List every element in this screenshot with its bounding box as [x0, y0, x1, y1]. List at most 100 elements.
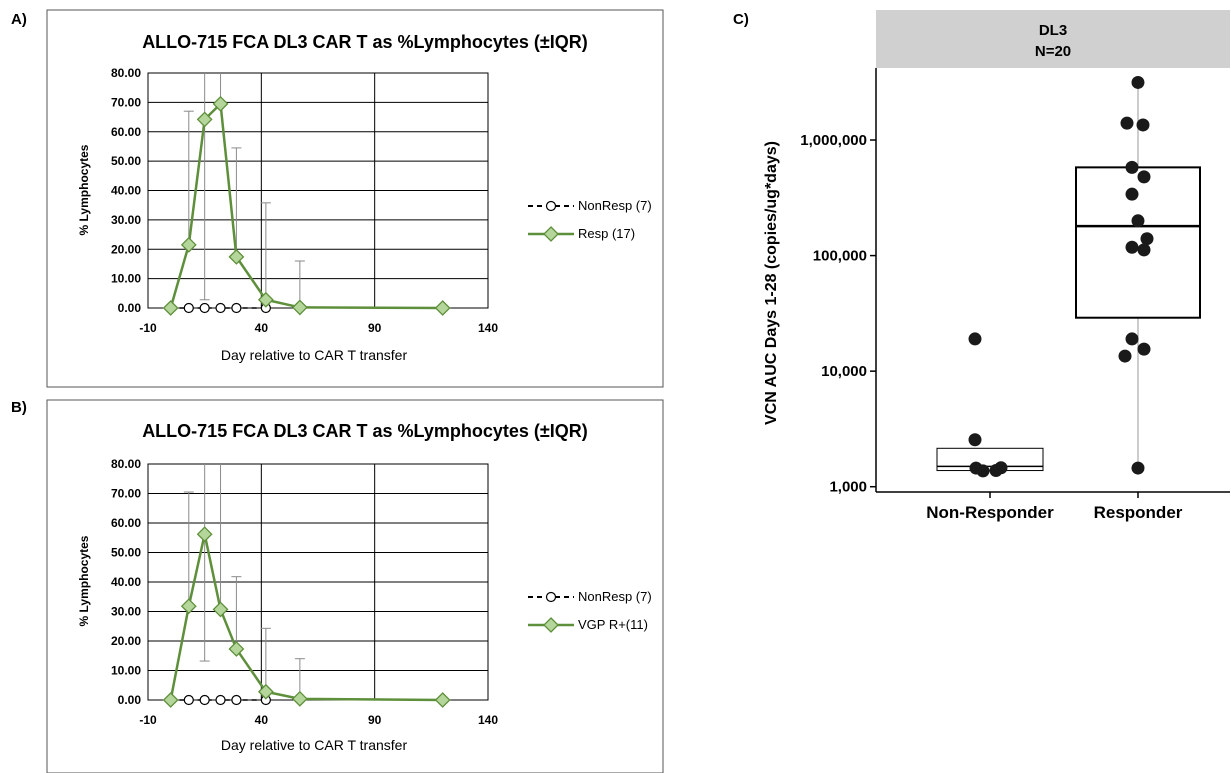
panel-b-ytick-label: 0.00: [118, 693, 142, 707]
panel-c-point: [976, 464, 990, 478]
panel-b-resp-point: [434, 692, 451, 708]
panel-c-point: [1137, 243, 1151, 257]
panel-c-point: [1136, 118, 1150, 132]
panel-c-category-label: Non-Responder: [926, 503, 1054, 522]
panel-a-plot: 0.00 10.00 20.00 30.00 40.00 50.00 60.00 70.00 8…: [111, 66, 498, 335]
panel-c-box: [936, 447, 1044, 472]
panel-b-frame: [46, 399, 664, 773]
panel-c-category-label: Responder: [1094, 503, 1183, 522]
panel-c-point: [1125, 187, 1139, 201]
panel-a-xlabel: Day relative to CAR T transfer: [221, 347, 408, 363]
panel-a-legend: NonResp (7) Resp (17): [528, 198, 652, 242]
panel-a-ytick-label: 50.00: [111, 154, 141, 168]
panel-a-ytick-label: 60.00: [111, 125, 141, 139]
panel-b-title: ALLO-715 FCA DL3 CAR T as %Lymphocytes (…: [142, 421, 588, 441]
panel-c-point: [968, 433, 982, 447]
panel-b-xtick-label: -10: [139, 713, 157, 727]
panel-b-xlabel: Day relative to CAR T transfer: [221, 737, 408, 753]
panel-a-resp-point: [291, 299, 308, 316]
panel-c-point: [994, 461, 1008, 475]
panel-a-nonresp-point: [231, 302, 242, 314]
panel-c-letter: C): [733, 11, 749, 28]
panel-c-point: [1118, 349, 1132, 363]
panel-a-letter: A): [11, 11, 27, 28]
panel-c-point: [1120, 116, 1134, 130]
panel-b-plot: 0.00 10.00 20.00 30.00 40.00 50.00 60.00 70.00 8…: [111, 457, 498, 727]
panel-b-nonresp-point: [183, 694, 194, 706]
panel-b-ytick-label: 70.00: [111, 487, 141, 501]
panel-c-point: [1137, 342, 1151, 356]
panel-b-legend-resp-marker: [543, 617, 559, 633]
panel-b-resp-point: [162, 692, 179, 708]
panel-b-resp-point: [291, 690, 308, 707]
panel-b-resp-point: [180, 598, 197, 615]
panel-b-legend-label: VGP R+(11): [578, 617, 648, 632]
panel-a-xtick-label: 140: [478, 321, 498, 335]
panel-b-legend-nonresp-marker: [545, 591, 557, 603]
panel-c-point: [1140, 232, 1154, 246]
panel-b-ytick-label: 60.00: [111, 516, 141, 530]
panel-c-strip-line-2: N=20: [1035, 43, 1071, 60]
panel-b-ytick-label: 80.00: [111, 457, 141, 471]
panel-a-resp-point: [180, 236, 197, 253]
panel-a-ytick-label: 70.00: [111, 95, 141, 109]
panel-b-xtick-label: 90: [368, 713, 382, 727]
panel-b-ytick-label: 20.00: [111, 634, 141, 648]
panel-a-ylabel: % Lymphocytes: [77, 144, 91, 235]
panel-a-xtick-label: -10: [139, 321, 157, 335]
panel-a-nonresp-point: [199, 302, 210, 314]
panel-a-resp-point: [228, 248, 245, 265]
panel-c-ytick-label: 10,000: [821, 363, 867, 380]
panel-a-resp-point: [434, 300, 451, 316]
panel-a-xtick-label: 90: [368, 321, 382, 335]
panel-a-ytick-label: 20.00: [111, 242, 141, 256]
panel-a-legend-nonresp-marker: [545, 200, 557, 212]
panel-c-point: [968, 332, 982, 346]
panel-a-ytick-label: 10.00: [111, 272, 141, 286]
panel-b-ytick-label: 50.00: [111, 546, 141, 560]
panel-a-resp-point: [162, 300, 179, 316]
panel-c-ytick-label: 1,000: [829, 479, 867, 496]
panel-b-letter: B): [11, 399, 27, 416]
panel-c-ytick-label: 100,000: [813, 248, 867, 265]
panel-c-strip: [876, 10, 1230, 68]
panel-a: A) ALLO-715 FCA DL3 CAR T as %Lymphocyte…: [11, 9, 664, 388]
panel-b-legend: NonResp (7) VGP R+(11): [528, 589, 652, 633]
panel-b-resp-point: [212, 601, 229, 618]
panel-b-xtick-label: 40: [255, 713, 269, 727]
panel-c-point: [1125, 160, 1139, 174]
panel-b-resp-point: [228, 641, 245, 657]
panel-b-ytick-label: 30.00: [111, 605, 141, 619]
panel-a-legend-resp-marker: [543, 226, 559, 242]
panel-a-ytick-label: 80.00: [111, 66, 141, 80]
panel-c-ylabel: VCN AUC Days 1-28 (copies/ug*days): [763, 141, 780, 425]
panel-a-resp-point: [196, 111, 213, 128]
panel-c-strip-line-1: DL3: [1039, 22, 1067, 39]
panel-b: B) ALLO-715 FCA DL3 CAR T as %Lymphocyte…: [11, 399, 664, 773]
panel-b-ytick-label: 10.00: [111, 664, 141, 678]
panel-c-point: [1131, 461, 1145, 475]
panel-b-xtick-label: 140: [478, 713, 498, 727]
panel-c-box: [1075, 166, 1201, 319]
panel-a-nonresp-point: [183, 302, 194, 314]
panel-c-ytick-label: 1,000,000: [800, 132, 867, 149]
panel-a-legend-label: Resp (17): [578, 226, 635, 241]
panel-a-resp-point: [257, 291, 274, 308]
panel-c-plot: 1,000 10,000 100,000 1,000,000 Non-Responder…: [800, 68, 1230, 522]
panel-c-point: [1125, 332, 1139, 346]
panel-b-ytick-label: 40.00: [111, 575, 141, 589]
panel-c-point: [1137, 170, 1151, 184]
panel-b-resp-point: [257, 683, 274, 700]
panel-a-resp-point: [212, 95, 229, 112]
panel-a-nonresp-point: [215, 302, 226, 314]
panel-c-point: [1131, 75, 1145, 89]
panel-a-ytick-label: 0.00: [118, 301, 142, 315]
panel-a-ytick-label: 40.00: [111, 184, 141, 198]
panel-a-title: ALLO-715 FCA DL3 CAR T as %Lymphocytes (…: [142, 32, 588, 52]
panel-b-nonresp-point: [231, 694, 242, 706]
panel-c: C) DL3 N=20 1,000 10,000 100,000 1,000,000 N…: [733, 10, 1230, 522]
panel-a-legend-label: NonResp (7): [578, 198, 652, 213]
panel-c-point: [1131, 214, 1145, 228]
panel-c-point: [1125, 240, 1139, 254]
